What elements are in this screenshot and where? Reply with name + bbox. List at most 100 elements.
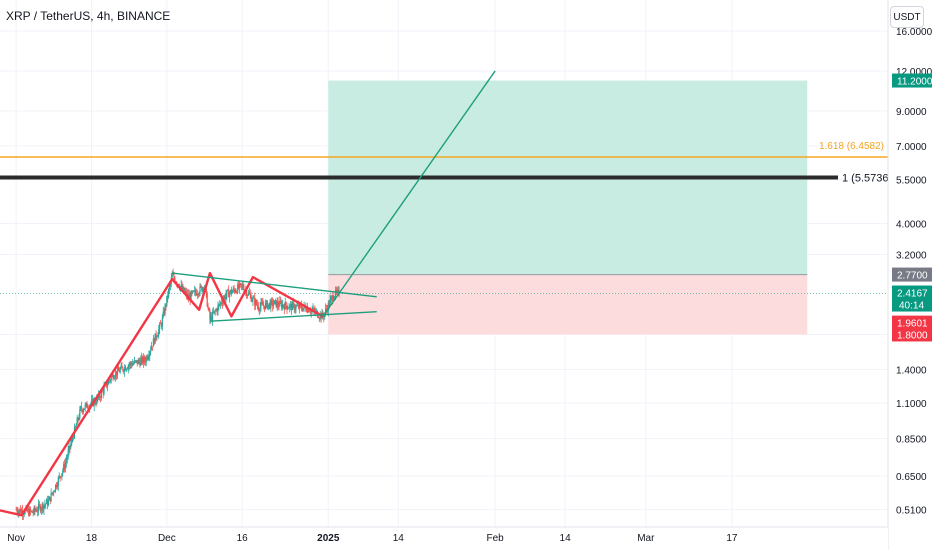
candle-body xyxy=(55,484,58,487)
stop-zone[interactable] xyxy=(328,274,808,335)
candle-body xyxy=(102,390,104,394)
zigzag-line[interactable] xyxy=(0,271,324,517)
candle-body xyxy=(269,302,271,309)
price-badge xyxy=(892,327,932,342)
candle-body xyxy=(333,296,336,299)
candle-body xyxy=(242,284,244,289)
candle-body xyxy=(217,305,219,312)
candle-body xyxy=(282,304,285,307)
candle-body xyxy=(235,291,237,293)
candle-body xyxy=(16,509,18,512)
candle-body xyxy=(137,360,139,364)
projection-line[interactable] xyxy=(322,70,496,317)
candle-body xyxy=(224,296,226,299)
candle-body xyxy=(72,437,75,439)
candle-body xyxy=(266,301,268,309)
candle-body xyxy=(246,295,249,296)
candle-body xyxy=(265,301,267,303)
candle-body xyxy=(172,274,174,275)
candle-body xyxy=(173,274,175,279)
candle-body xyxy=(146,356,148,360)
candle-body xyxy=(210,316,212,320)
candle-body xyxy=(291,302,294,310)
candle-body xyxy=(162,311,164,318)
candle-body xyxy=(20,508,22,513)
candle-body xyxy=(70,443,72,448)
candle-body xyxy=(292,302,294,304)
time-axis[interactable] xyxy=(0,527,888,550)
candle-body xyxy=(216,309,218,312)
candle-body xyxy=(78,417,80,420)
candle-body xyxy=(284,302,286,310)
candle-body xyxy=(325,308,328,310)
candle-body xyxy=(132,363,134,366)
candle-body xyxy=(84,404,86,409)
candle-body xyxy=(29,508,32,512)
candle-body xyxy=(263,305,265,307)
y-tick-label: 4.0000 xyxy=(896,220,927,231)
triangle-lower-line[interactable] xyxy=(209,311,377,322)
candle-body xyxy=(301,308,303,311)
candle-body xyxy=(205,288,207,294)
candle-body xyxy=(188,295,190,299)
candle-body xyxy=(46,499,49,506)
candle-body xyxy=(44,504,46,506)
candle-body xyxy=(17,511,19,514)
candle-body xyxy=(294,308,296,310)
y-tick-label: 1.4000 xyxy=(896,365,927,376)
currency-button[interactable]: USDT xyxy=(890,6,924,28)
candle-body xyxy=(37,510,39,512)
candle-body xyxy=(60,476,62,478)
candle-body xyxy=(159,323,162,325)
candle-body xyxy=(150,346,153,350)
candle-body xyxy=(279,301,281,307)
candle-body xyxy=(295,305,297,309)
candle-body xyxy=(103,386,105,394)
candle-body xyxy=(80,406,82,410)
candle-body xyxy=(298,304,300,309)
y-tick-label: 3.2000 xyxy=(896,251,927,262)
candle-body xyxy=(57,477,59,486)
y-tick-label: 5.5000 xyxy=(896,175,927,186)
candle-body xyxy=(51,492,53,494)
candle-body xyxy=(276,301,278,308)
candle-body xyxy=(253,297,255,299)
candle-body xyxy=(202,288,204,292)
candle-body xyxy=(18,510,20,514)
candle-body xyxy=(65,459,67,463)
candle-body xyxy=(182,286,184,289)
candle-body xyxy=(194,290,196,292)
candle-body xyxy=(280,301,282,303)
candle-body xyxy=(59,475,61,477)
candle-body xyxy=(308,311,311,313)
candle-body xyxy=(123,370,125,372)
candle-body xyxy=(195,292,198,296)
candle-body xyxy=(185,291,187,292)
y-tick-label: 7.0000 xyxy=(896,142,927,153)
x-tick-label: 14 xyxy=(560,533,572,544)
candle-body xyxy=(113,378,115,379)
candle-body xyxy=(240,283,242,286)
candle-body xyxy=(130,362,132,365)
candle-body xyxy=(192,290,194,293)
candle-body xyxy=(251,300,253,302)
candle-body xyxy=(100,391,102,398)
candle-body xyxy=(120,365,122,369)
candle-body xyxy=(194,290,197,293)
candle-body xyxy=(285,302,287,307)
candle-body xyxy=(305,306,307,311)
candle-body xyxy=(48,496,50,501)
triangle-upper-line[interactable] xyxy=(172,272,377,298)
y-tick-label: 1.1000 xyxy=(896,399,927,410)
y-tick-label: 0.5100 xyxy=(896,506,927,517)
candle-body xyxy=(293,303,295,310)
candle-body xyxy=(334,290,337,297)
candle-body xyxy=(227,289,229,291)
x-tick-label: Mar xyxy=(637,533,655,544)
candle-body xyxy=(75,424,77,427)
candle-body xyxy=(36,510,38,512)
candle-body xyxy=(151,346,154,348)
candle-body xyxy=(183,286,185,292)
